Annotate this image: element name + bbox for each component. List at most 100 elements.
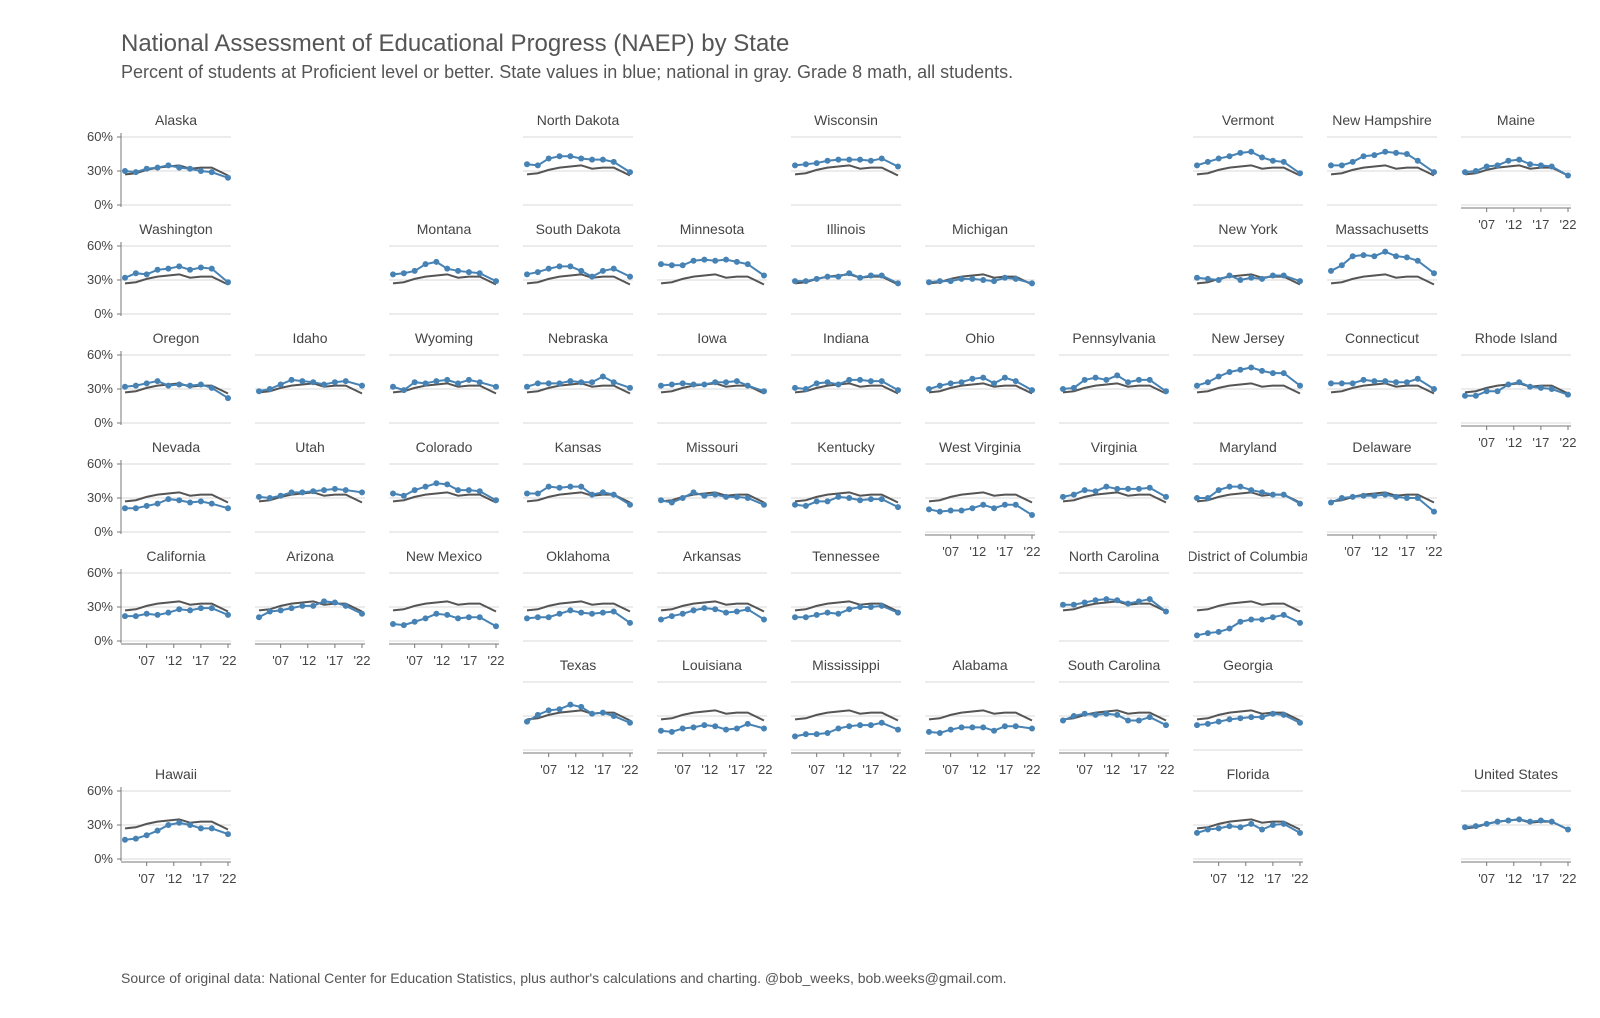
state-data-point [225, 279, 231, 286]
state-data-point [122, 613, 128, 620]
state-data-point [165, 822, 172, 828]
state-data-point [895, 387, 901, 394]
state-data-point [1081, 376, 1088, 383]
state-data-point [1215, 277, 1222, 283]
panel-wyoming: Wyoming [389, 330, 499, 424]
state-data-point [1494, 162, 1501, 169]
state-data-point [1338, 162, 1345, 169]
state-data-point [589, 610, 596, 617]
panel-massachusetts: Massachusetts [1327, 221, 1437, 315]
national-series-line [794, 709, 899, 722]
x-tick-label: '22 [1560, 871, 1577, 886]
state-data-point [225, 611, 231, 618]
state-data-point [878, 378, 885, 385]
y-tick-label: 60% [87, 565, 113, 580]
state-series-line [1196, 613, 1301, 637]
state-data-point [813, 731, 820, 738]
state-data-point [867, 496, 874, 503]
state-data-point [1237, 366, 1244, 373]
state-data-point [1237, 483, 1244, 490]
national-series-line [1062, 600, 1167, 613]
state-data-point [1297, 278, 1303, 285]
state-data-point [1146, 484, 1153, 491]
state-data-point [936, 508, 943, 515]
state-data-point [980, 724, 987, 731]
state-data-point [802, 614, 809, 621]
x-tick-label: '07 [406, 653, 423, 668]
state-series-line [795, 272, 899, 285]
state-series-line [660, 722, 765, 733]
panel-title: Pennsylvania [1072, 330, 1155, 346]
state-data-point [627, 384, 633, 391]
state-data-point [1226, 625, 1233, 632]
panel-iowa: Iowa [657, 330, 767, 424]
panel-north-carolina: North Carolina [1059, 548, 1169, 642]
panel-delaware: Delaware '07 '12 '17 '22 [1327, 439, 1442, 559]
state-data-point [610, 491, 617, 498]
state-data-point [1483, 820, 1490, 827]
state-data-point [176, 164, 183, 171]
panel-title: Oregon [153, 330, 200, 346]
state-data-point [1483, 388, 1490, 395]
y-tick-label: 0% [94, 524, 113, 539]
state-data-point [668, 613, 675, 620]
state-data-point [165, 265, 172, 272]
panel-wisconsin: Wisconsin [791, 112, 901, 206]
state-data-point [567, 263, 574, 270]
state-data-point [556, 263, 563, 270]
state-data-point [1338, 262, 1345, 269]
state-data-point [958, 507, 965, 514]
state-data-point [1494, 818, 1501, 825]
state-data-point [1403, 379, 1410, 386]
x-tick-label: '17 [1532, 871, 1549, 886]
state-data-point [1248, 714, 1255, 721]
state-data-point [1537, 817, 1544, 824]
state-data-point [744, 720, 751, 727]
state-data-point [476, 270, 483, 277]
national-series-line [526, 709, 631, 722]
panel-west-virginia: West Virginia '07 '12 '17 '22 [925, 439, 1040, 559]
state-data-point [1280, 272, 1287, 279]
x-tick-label: '12 [1505, 217, 1522, 232]
state-data-point [1516, 816, 1523, 823]
x-tick-label: '17 [1264, 871, 1281, 886]
national-series-line [660, 600, 765, 613]
state-data-point [1382, 491, 1389, 498]
state-data-point [1280, 820, 1287, 827]
state-data-point [1114, 372, 1121, 379]
state-data-point [1029, 387, 1035, 394]
state-data-point [701, 256, 708, 263]
state-data-point [132, 169, 139, 176]
panel-title: Nevada [152, 439, 200, 455]
national-series-line [794, 491, 899, 504]
source-note: Source of original data: National Center… [121, 970, 1007, 986]
state-data-point [1163, 608, 1169, 615]
state-series-line [794, 721, 899, 738]
state-data-point [1215, 825, 1222, 832]
state-data-point [1382, 248, 1389, 255]
national-series-line [526, 164, 631, 177]
state-data-point [1060, 601, 1066, 608]
state-data-point [835, 725, 842, 732]
state-data-point [878, 602, 885, 609]
y-tick-label: 30% [87, 817, 113, 832]
state-series-line [526, 703, 631, 724]
state-data-point [154, 266, 161, 273]
state-data-point [455, 487, 462, 494]
state-data-point [969, 375, 976, 382]
state-data-point [1070, 713, 1077, 719]
panel-ohio: Ohio [925, 330, 1035, 424]
state-data-point [197, 168, 204, 174]
state-data-point [534, 380, 541, 387]
state-data-point [1403, 151, 1410, 157]
state-data-point [1125, 600, 1132, 607]
state-data-point [846, 495, 853, 501]
state-data-point [947, 507, 954, 514]
state-series-line [258, 487, 363, 500]
state-data-point [1081, 599, 1088, 606]
state-data-point [936, 730, 943, 736]
state-data-point [321, 487, 328, 494]
state-data-point [1338, 495, 1345, 501]
panel-title: Wyoming [415, 330, 473, 346]
state-data-point [1081, 710, 1088, 717]
